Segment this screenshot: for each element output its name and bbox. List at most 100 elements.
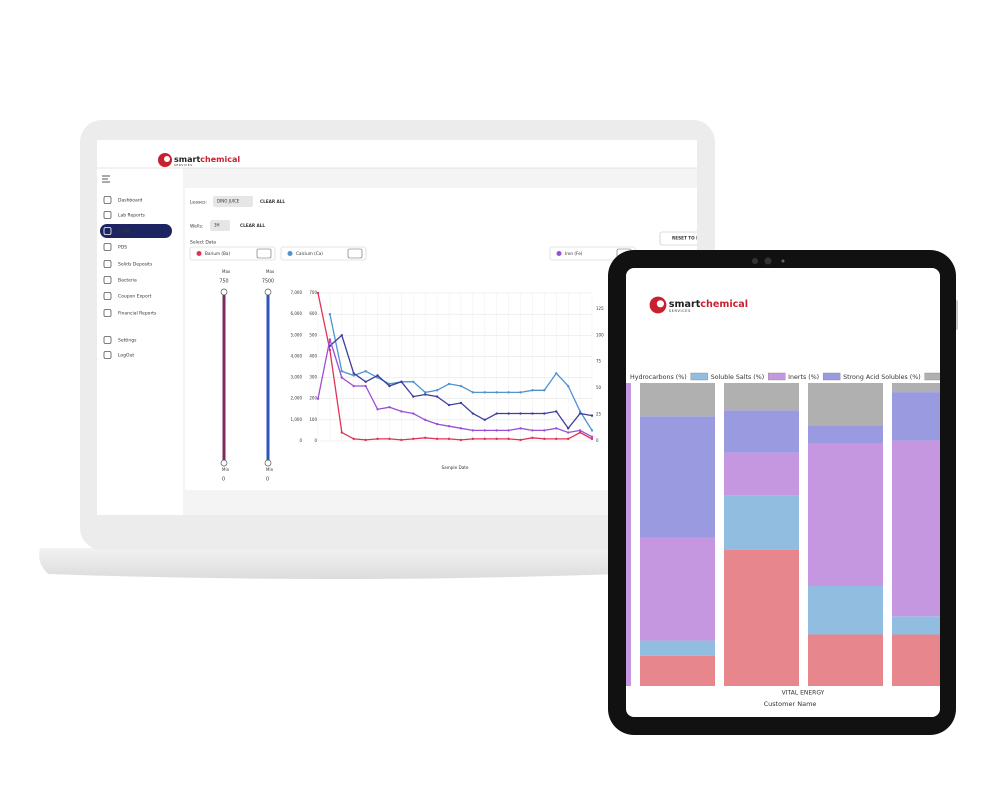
point	[471, 412, 475, 415]
clear-all[interactable]: CLEAR ALL	[260, 199, 285, 204]
point	[459, 401, 463, 405]
legend-dot	[287, 251, 293, 256]
point	[483, 429, 486, 432]
bar-segment	[892, 383, 940, 393]
point	[507, 412, 510, 415]
point	[531, 389, 534, 392]
nav-icon	[103, 276, 112, 284]
camera	[764, 257, 772, 265]
bar-segment	[892, 634, 940, 686]
point	[364, 438, 367, 442]
slider-label: Min	[266, 467, 274, 472]
y-tick-label: 7,000	[291, 290, 303, 295]
bar-segment	[640, 655, 715, 686]
point	[555, 437, 558, 441]
bar-segment	[892, 392, 940, 441]
series-chip[interactable]	[280, 246, 367, 261]
point	[495, 412, 498, 415]
legend-swatch	[924, 372, 940, 381]
bar-segment	[892, 440, 940, 617]
clear-all[interactable]: CLEAR ALL	[240, 223, 265, 228]
y3-tick-label: 100	[596, 332, 604, 337]
filter-label: Leases:	[190, 200, 207, 206]
camera	[752, 258, 758, 264]
nav-icon	[103, 196, 112, 204]
slider-handle[interactable]	[220, 288, 228, 296]
bar-segment	[640, 537, 715, 641]
nav-item[interactable]: Lab Reports	[118, 213, 145, 219]
point	[435, 389, 439, 392]
nav-icon	[103, 336, 112, 344]
y3-tick-label: 125	[596, 306, 604, 311]
point	[447, 425, 451, 428]
nav-icon	[103, 227, 112, 235]
point	[590, 435, 594, 438]
y-tick-label: 1,000	[291, 417, 303, 422]
bar-segment	[808, 425, 883, 444]
point	[388, 405, 391, 409]
point	[590, 414, 594, 417]
camera	[781, 259, 785, 263]
bar-segment	[724, 495, 799, 550]
point	[412, 412, 415, 415]
nav-item[interactable]: Coupon Export	[118, 294, 152, 300]
point	[388, 384, 391, 388]
point	[412, 395, 415, 398]
y-tick-label: 5,000	[291, 332, 303, 337]
nav-item[interactable]: Solids Deposits	[118, 262, 153, 268]
nav-item[interactable]: Settings	[118, 338, 137, 344]
reset-text[interactable]: RESET TO D	[672, 236, 700, 241]
slider-handle[interactable]	[264, 459, 272, 467]
x-axis-title: Customer Name	[764, 700, 817, 708]
legend-label: Strong Acid Solubles (%)	[843, 374, 921, 381]
series-chip[interactable]	[189, 246, 276, 261]
point	[519, 412, 522, 415]
eye-icon	[347, 248, 363, 259]
slider-label: Min	[222, 467, 230, 472]
partial-bar	[626, 383, 631, 686]
y3-tick-label: 25	[596, 412, 602, 417]
series-line	[317, 339, 593, 438]
logo-chemical: chemical	[200, 155, 240, 164]
nav-item[interactable]: LogOut	[118, 353, 134, 359]
logo-smart: smart	[174, 155, 200, 164]
nav-icon	[103, 260, 112, 268]
point	[578, 429, 582, 432]
y2-tick-label: 600	[309, 311, 317, 316]
point	[578, 412, 582, 415]
legend-dot	[556, 251, 562, 256]
bar-segment	[640, 640, 715, 656]
point	[328, 348, 332, 352]
sidebar	[97, 168, 183, 515]
nav-item[interactable]: Financial Reports	[118, 311, 157, 317]
slider-handle[interactable]	[220, 459, 228, 467]
nav-icon	[103, 309, 112, 317]
legend-label: Hydrocarbons (%)	[630, 374, 687, 381]
slider-handle[interactable]	[264, 288, 272, 296]
nav-item[interactable]: PDS	[118, 245, 127, 251]
bar-segment	[640, 416, 715, 538]
point	[424, 393, 427, 396]
legend-label: Barium (Ba)	[205, 251, 230, 256]
point	[376, 376, 379, 379]
bar-segment	[724, 383, 799, 411]
slider-label: Max	[222, 269, 231, 274]
nav-item[interactable]: Bacteria	[118, 278, 137, 284]
point	[519, 391, 522, 394]
logo-icon	[164, 156, 170, 162]
point	[555, 372, 558, 375]
slider-track	[266, 292, 270, 463]
filter-label: Wells:	[190, 224, 203, 230]
y-tick-label: 3,000	[291, 375, 303, 380]
bar-segment	[808, 443, 883, 587]
point	[364, 380, 367, 383]
point	[507, 429, 510, 432]
point	[507, 391, 510, 394]
point	[328, 338, 332, 341]
nav-item[interactable]: Dashboard	[118, 198, 143, 204]
logo-chemical: chemical	[700, 299, 748, 310]
chip-text: DINO JUICE	[217, 199, 240, 204]
nav-item[interactable]: CWA	[118, 229, 130, 235]
